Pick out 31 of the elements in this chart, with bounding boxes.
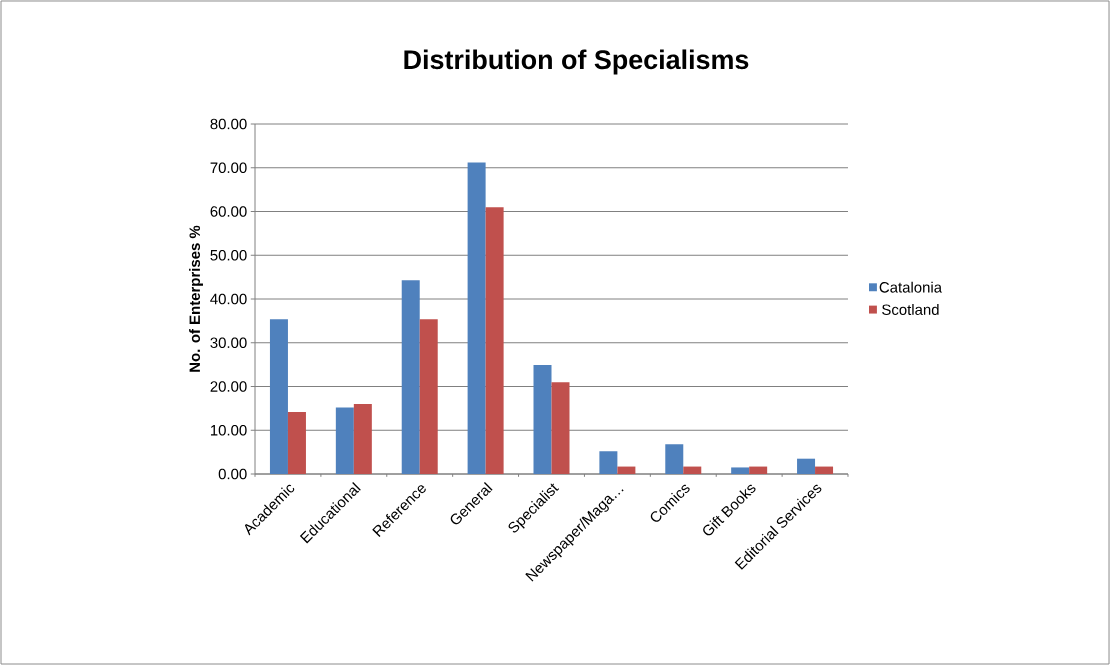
bar bbox=[599, 451, 618, 474]
y-tick-label: 80.00 bbox=[210, 118, 247, 130]
y-tick-label: 0.00 bbox=[218, 468, 247, 480]
bar bbox=[749, 466, 768, 474]
legend-label: Scotland bbox=[882, 303, 939, 315]
y-tick-label: 10.00 bbox=[210, 424, 247, 436]
y-tick-label: 50.00 bbox=[210, 249, 247, 261]
bar bbox=[665, 444, 684, 474]
bar bbox=[533, 365, 552, 474]
bar bbox=[467, 162, 486, 474]
bar bbox=[335, 407, 354, 474]
chart-title: Distribution of Specialisms bbox=[404, 49, 749, 75]
y-tick-label: 40.00 bbox=[210, 293, 247, 305]
y-tick-label: 30.00 bbox=[210, 337, 247, 349]
bar bbox=[419, 319, 438, 474]
bar bbox=[287, 411, 306, 474]
legend-label: Catalonia bbox=[879, 281, 943, 293]
bar bbox=[485, 207, 504, 474]
bar bbox=[401, 280, 420, 474]
y-axis-title: No. of Enterprises % bbox=[189, 225, 203, 372]
y-tick-label: 70.00 bbox=[210, 162, 247, 174]
bar bbox=[617, 466, 636, 474]
bar bbox=[269, 319, 288, 474]
bar bbox=[797, 458, 816, 474]
y-tick-label: 60.00 bbox=[210, 206, 247, 217]
bar bbox=[815, 466, 834, 474]
bar bbox=[353, 404, 372, 474]
bar bbox=[731, 467, 750, 474]
bar bbox=[551, 382, 570, 474]
y-tick-label: 20.00 bbox=[210, 381, 247, 392]
bar bbox=[683, 466, 702, 474]
